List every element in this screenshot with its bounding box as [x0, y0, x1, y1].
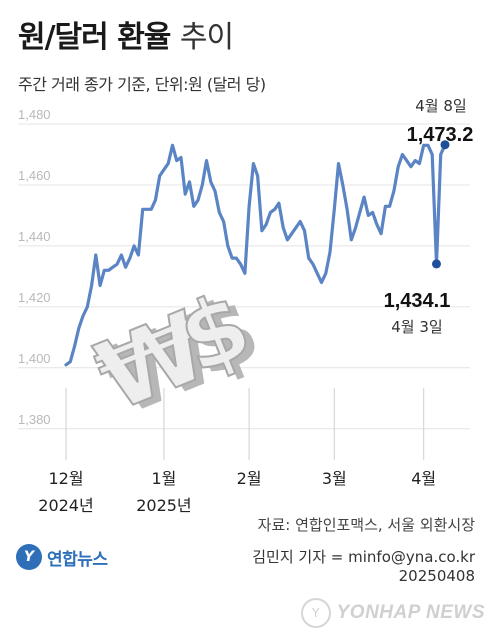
y-tick-label: 1,460	[18, 168, 51, 183]
y-tick-label: 1,420	[18, 290, 51, 305]
x-tick-label: 2월	[237, 469, 262, 488]
title-bold: 원/달러 환율	[18, 20, 171, 55]
series-line	[64, 143, 447, 367]
y-tick-label: 1,380	[18, 412, 51, 427]
yonhap-logo-icon: Y	[16, 544, 42, 570]
x-tick-label: 12월	[48, 469, 83, 488]
y-tick-label: 1,440	[18, 229, 51, 244]
source-note: 자료: 연합인포맥스, 서울 외환시장	[257, 516, 475, 534]
annotation-value: 1,434.1	[384, 290, 451, 312]
y-tick-label: 1,400	[18, 351, 51, 366]
chart-subtitle: 주간 거래 종가 기준, 단위:원 (달러 당)	[18, 75, 266, 94]
x-tick-label: 4월	[411, 469, 436, 488]
yonhap-logo: Y 연합뉴스	[16, 542, 108, 572]
watermark: Y YONHAP NEWS	[300, 598, 485, 628]
x-tick-sublabel: 2025년	[136, 496, 191, 515]
annotation-date: 4월 3일	[391, 318, 442, 336]
annotation-date: 4월 8일	[415, 97, 466, 115]
y-tick-label: 1,480	[18, 107, 51, 122]
x-tick-sublabel: 2024년	[38, 496, 93, 515]
x-tick-label: 3월	[322, 469, 347, 488]
title-light: 추이	[179, 20, 234, 55]
x-tick-label: 1월	[151, 469, 176, 488]
watermark-text: YONHAP NEWS	[336, 602, 485, 623]
annotation-value: 1,473.2	[407, 124, 474, 146]
watermark-icon: Y	[300, 598, 331, 628]
logo-text: 연합뉴스	[47, 549, 108, 570]
chart-title: 원/달러 환율 추이	[18, 12, 234, 56]
won-dollar-illustration: ₩₩$$	[81, 270, 274, 437]
reporter-email: 김민지 기자 = minfo@yna.co.kr	[252, 548, 475, 566]
reporter-credit: 김민지 기자 = minfo@yna.co.kr 20250408	[252, 548, 475, 586]
publish-date: 20250408	[398, 567, 475, 585]
annotation-marker	[440, 140, 450, 150]
annotation-marker	[431, 259, 441, 269]
